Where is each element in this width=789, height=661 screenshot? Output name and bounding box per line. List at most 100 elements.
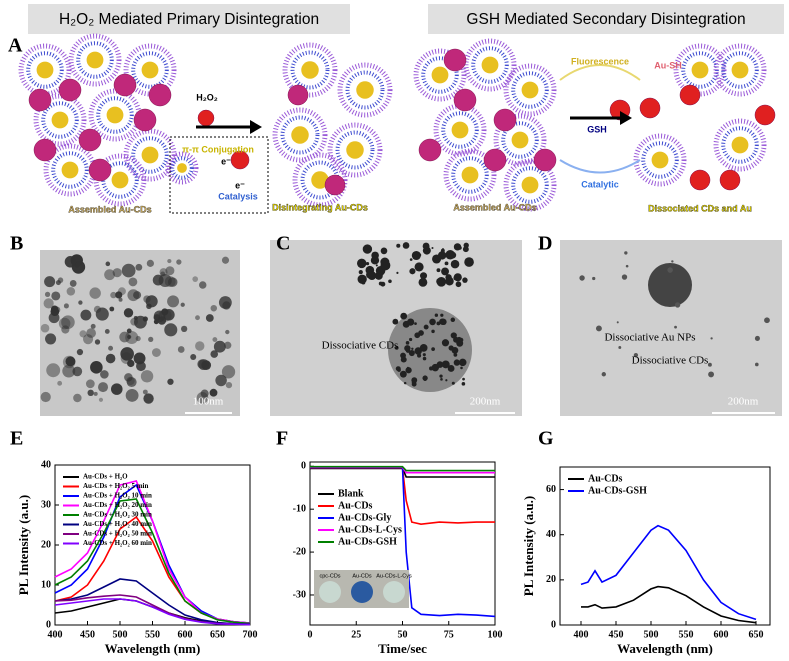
micelle-halo: [493, 113, 547, 167]
x-tick-label: 450: [80, 629, 95, 640]
particle: [212, 337, 218, 343]
particle: [136, 361, 146, 372]
x-tick-label: 75: [444, 629, 454, 640]
particle: [400, 352, 406, 359]
plot-frame: [559, 466, 771, 626]
au-sphere: [88, 158, 112, 182]
particle: [126, 376, 135, 386]
x-tick-label: 550: [679, 629, 694, 640]
particle: [404, 322, 408, 327]
au-sphere: [418, 138, 442, 162]
micelle-halo: [503, 63, 557, 117]
au-sphere: [197, 109, 215, 127]
micelle-halo: [721, 51, 759, 89]
micelle-halo: [641, 141, 679, 179]
particle: [458, 358, 467, 367]
particle: [444, 261, 449, 266]
x-axis-label: Time/sec: [378, 641, 427, 656]
particle: [707, 362, 712, 367]
particle: [710, 337, 713, 340]
micelle-halo: [68, 33, 122, 87]
particle: [671, 260, 674, 263]
scheme-title: H₂O₂ Mediated Primary Disintegration: [59, 11, 319, 28]
particle: [406, 366, 410, 369]
particle: [451, 346, 459, 354]
micelle-halo: [421, 56, 459, 94]
micelle-core: [346, 141, 364, 159]
y-axis-label: PL Intensity (a.u.): [16, 495, 31, 595]
particle: [616, 321, 619, 324]
tem-label: Dissociative CDs: [632, 355, 709, 367]
particle: [667, 267, 673, 273]
x-tick-label: 450: [609, 629, 624, 640]
particle: [209, 388, 218, 397]
particle: [674, 302, 681, 308]
particle: [115, 291, 123, 299]
x-tick-label: 400: [574, 629, 589, 640]
micelle-halo: [96, 96, 134, 134]
particle: [754, 335, 760, 341]
particle: [414, 347, 422, 355]
micelle-halo: [280, 115, 320, 155]
micelle-halo: [170, 156, 194, 180]
particle: [98, 397, 104, 402]
scheme-label: H₂O₂: [196, 92, 218, 102]
scale-label: 200nm: [470, 396, 501, 408]
micelle-halo: [503, 158, 557, 212]
particle: [224, 341, 232, 349]
particle: [423, 324, 429, 330]
particle: [755, 362, 759, 367]
particle: [190, 354, 197, 361]
y-tick-label: 40: [546, 529, 556, 540]
scheme-label: e⁻: [221, 156, 231, 166]
particle: [429, 366, 434, 371]
x-tick-label: 500: [113, 629, 128, 640]
y-tick-label: 30: [41, 499, 51, 510]
particle: [436, 361, 444, 368]
au-sphere: [78, 128, 102, 152]
particle: [120, 347, 134, 361]
au-sphere: [28, 88, 52, 112]
au-sphere: [113, 73, 137, 97]
particle: [396, 243, 401, 248]
particle: [57, 380, 63, 386]
micelle-core: [311, 171, 329, 189]
particle: [436, 276, 447, 287]
particle: [221, 256, 230, 264]
x-tick-label: 600: [714, 629, 729, 640]
particle: [450, 317, 456, 323]
particle: [148, 336, 154, 343]
series-line: [54, 498, 251, 625]
particle: [167, 295, 180, 308]
particle: [370, 256, 380, 265]
particle: [78, 300, 83, 305]
scheme-label: Dissociated CDs and Au: [648, 203, 752, 213]
micelle-halo: [33, 93, 87, 147]
x-tick-label: 600: [178, 629, 193, 640]
legend-label: Au-CDs-Gly: [338, 512, 391, 523]
micelle-core: [451, 121, 469, 139]
micelle-core: [731, 61, 749, 79]
particle: [90, 323, 96, 329]
micelle-halo: [633, 133, 687, 187]
cluster: [648, 263, 692, 307]
au-sphere: [533, 148, 557, 172]
scheme-label: Au-SH: [654, 60, 682, 70]
particle: [62, 364, 76, 378]
particle: [441, 267, 449, 276]
legend-label: Au-CDs + H₂O₂ 50 min: [83, 530, 152, 538]
au-sphere: [133, 108, 157, 132]
x-tick-label: 500: [644, 629, 659, 640]
x-tick-label: 400: [48, 629, 63, 640]
particle: [633, 353, 639, 358]
scheme-label: Fluorescence: [571, 56, 629, 66]
particle: [98, 382, 109, 393]
particle: [65, 356, 76, 367]
inset-label: Au-CDs-L-Cys: [376, 573, 412, 579]
au-sphere: [493, 108, 517, 132]
particle: [55, 280, 61, 286]
micelle-halo: [165, 151, 199, 185]
particle: [461, 382, 466, 386]
series-line: [581, 585, 757, 624]
legend-label: Au-CDs-GSH: [338, 536, 397, 547]
